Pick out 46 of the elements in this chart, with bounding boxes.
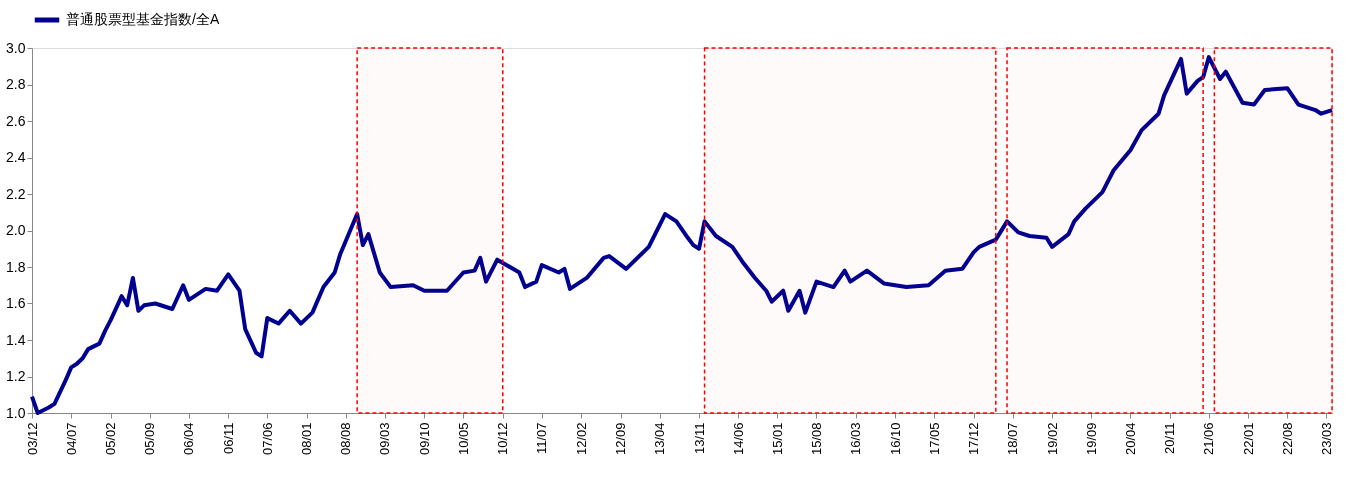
y-tick-label: 1.6	[6, 295, 26, 311]
x-tick-label: 19/02	[1044, 422, 1060, 456]
legend-label: 普通股票型基金指数/全A	[66, 11, 220, 27]
y-tick-label: 1.0	[6, 404, 26, 421]
x-tick-label: 07/06	[259, 422, 275, 456]
x-tick-label: 16/03	[848, 422, 864, 456]
x-tick-label: 19/09	[1083, 422, 1099, 456]
x-tick-label: 16/10	[887, 422, 903, 456]
x-tick-label: 06/04	[181, 422, 197, 456]
x-tick-label: 08/08	[338, 422, 354, 456]
y-tick-label: 2.4	[6, 149, 26, 165]
x-tick-label: 21/06	[1201, 422, 1217, 456]
x-tick-label: 12/02	[573, 422, 589, 456]
x-tick-label: 22/01	[1240, 422, 1256, 456]
y-tick-label: 2.2	[6, 185, 26, 202]
y-tick-label: 2.0	[6, 222, 26, 238]
x-tick-label: 06/11	[220, 422, 236, 455]
x-tick-label: 11/07	[534, 422, 550, 455]
y-tick-label: 1.2	[6, 368, 26, 384]
x-tick-label: 03/12	[24, 422, 40, 456]
x-tick-label: 09/03	[377, 422, 393, 456]
x-tick-label: 08/01	[299, 422, 315, 456]
x-tick-label: 09/10	[416, 422, 432, 456]
x-tick-label: 20/11	[1162, 422, 1178, 455]
y-tick-label: 2.6	[6, 112, 26, 129]
x-tick-label: 12/09	[613, 422, 629, 456]
x-tick-label: 15/08	[808, 422, 824, 456]
x-tick-label: 04/07	[63, 422, 79, 456]
x-tick-label: 13/04	[652, 422, 668, 456]
x-tick-label: 18/07	[1005, 422, 1021, 456]
x-tick-label: 17/12	[966, 422, 982, 456]
y-tick-label: 2.8	[6, 76, 26, 92]
x-tick-label: 05/09	[142, 422, 158, 456]
x-tick-label: 17/05	[926, 422, 942, 456]
x-tick-label: 05/02	[103, 422, 119, 456]
x-tick-label: 14/06	[730, 422, 746, 456]
x-tick-label: 22/08	[1279, 422, 1295, 456]
y-tick-label: 1.8	[6, 258, 26, 275]
y-tick-label: 1.4	[6, 331, 26, 348]
x-tick-label: 15/01	[769, 422, 785, 456]
x-tick-label: 13/11	[691, 422, 707, 455]
y-tick-label: 3.0	[6, 39, 26, 56]
x-tick-label: 23/03	[1318, 422, 1334, 456]
x-tick-label: 10/12	[495, 422, 511, 456]
x-tick-label: 10/05	[455, 422, 471, 456]
x-tick-label: 20/04	[1122, 422, 1138, 456]
